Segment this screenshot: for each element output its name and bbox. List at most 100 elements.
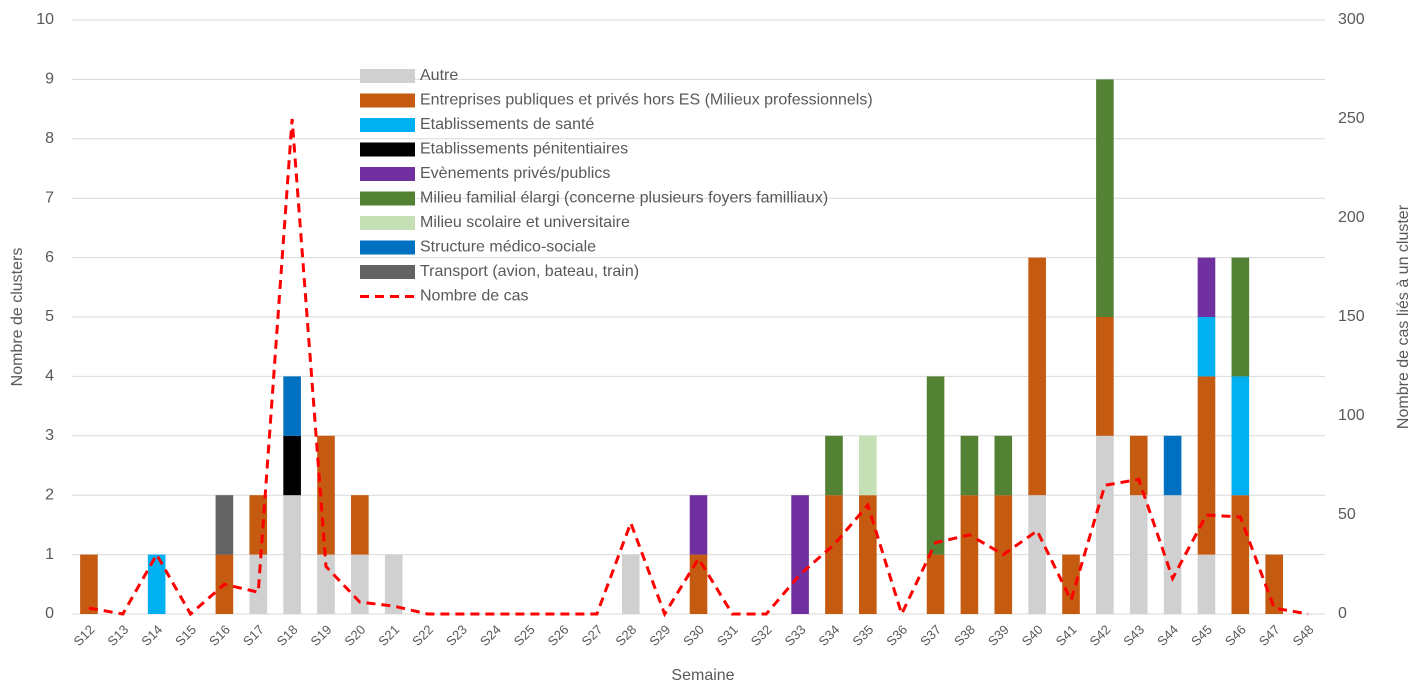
bar-segment xyxy=(926,376,945,555)
x-tick-label: S37 xyxy=(917,622,944,649)
x-tick-label: S33 xyxy=(782,622,809,649)
y-tick-label: 8 xyxy=(45,130,54,147)
bar-segment xyxy=(1231,495,1250,614)
legend-label: Structure médico-sociale xyxy=(420,239,596,256)
x-axis-label: Semaine xyxy=(671,667,734,684)
x-tick-label: S30 xyxy=(680,622,707,649)
y2-tick-label: 200 xyxy=(1338,209,1365,226)
x-tick-label: S24 xyxy=(477,622,504,649)
bar-segment xyxy=(1197,317,1216,377)
bar-segment xyxy=(80,554,98,614)
x-tick-label: S40 xyxy=(1019,622,1046,649)
x-tick-label: S31 xyxy=(714,622,741,649)
legend-label: Etablissements de santé xyxy=(420,116,594,133)
x-tick-label: S42 xyxy=(1086,622,1113,649)
bar-segment xyxy=(689,554,708,614)
legend-swatch xyxy=(360,191,415,206)
bar-segment xyxy=(283,376,301,436)
y2-tick-label: 50 xyxy=(1338,506,1356,523)
y-tick-label: 5 xyxy=(45,308,54,325)
x-tick-label: S21 xyxy=(375,622,402,649)
x-tick-label: S29 xyxy=(646,622,673,649)
legend-label: Transport (avion, bateau, train) xyxy=(420,263,639,280)
x-tick-label: S28 xyxy=(612,622,639,649)
bar-segment xyxy=(384,554,403,614)
x-tick-label: S32 xyxy=(748,622,775,649)
legend-label: Nombre de cas xyxy=(420,288,529,305)
x-tick-label: S36 xyxy=(883,622,910,649)
bar-segment xyxy=(825,435,843,496)
bar-segment xyxy=(283,495,301,614)
y-tick-label: 7 xyxy=(45,189,54,206)
bar-segment xyxy=(1197,257,1216,317)
x-tick-label: S22 xyxy=(409,622,436,649)
x-tick-label: S38 xyxy=(951,622,978,649)
y2-tick-label: 150 xyxy=(1338,308,1365,325)
bar-segment xyxy=(351,495,369,555)
legend-swatch xyxy=(360,93,415,108)
bar-segment xyxy=(1129,435,1148,496)
legend-swatch xyxy=(360,216,415,230)
y-axis-label: Nombre de clusters xyxy=(9,248,26,387)
legend-label: Evènements privés/publics xyxy=(420,165,610,182)
bar-segment xyxy=(1062,554,1080,614)
bar-segment xyxy=(1028,495,1046,614)
bar-segment xyxy=(1231,376,1250,496)
legend-swatch xyxy=(360,69,415,83)
y-tick-label: 1 xyxy=(45,546,54,563)
bar-segment xyxy=(1096,435,1114,614)
legend-swatch xyxy=(360,265,415,279)
bar-segment xyxy=(960,435,979,496)
x-tick-label: S20 xyxy=(341,622,368,649)
bar-segment xyxy=(1096,317,1114,436)
y-tick-label: 9 xyxy=(45,71,54,88)
legend-label: Milieu scolaire et universitaire xyxy=(420,214,630,231)
bar-segment xyxy=(960,495,979,614)
y2-axis-label: Nombre de cas liés à un cluster xyxy=(1395,204,1412,429)
bar-segment xyxy=(283,435,301,496)
y2-tick-label: 250 xyxy=(1338,110,1365,127)
y2-tick-label: 300 xyxy=(1338,11,1365,28)
bar-segment xyxy=(825,495,843,614)
x-tick-label: S23 xyxy=(443,622,470,649)
x-tick-label: S25 xyxy=(511,622,538,649)
x-tick-label: S46 xyxy=(1222,622,1249,649)
bar-segment xyxy=(621,554,640,614)
x-tick-label: S45 xyxy=(1188,622,1215,649)
bar-segment xyxy=(147,554,166,614)
x-tick-label: S39 xyxy=(985,622,1012,649)
bar-segment xyxy=(1163,495,1182,614)
bar-segment xyxy=(859,495,877,614)
bar-segment xyxy=(1163,435,1182,496)
x-tick-label: S14 xyxy=(138,622,165,649)
bar-segment xyxy=(859,435,877,496)
bar-segment xyxy=(1129,495,1148,614)
x-tick-label: S41 xyxy=(1053,622,1080,649)
bar-segment xyxy=(689,495,708,555)
x-tick-label: S48 xyxy=(1290,622,1317,649)
y-tick-label: 3 xyxy=(45,427,54,444)
bar-segment xyxy=(994,435,1013,496)
x-tick-label: S13 xyxy=(104,622,131,649)
line xyxy=(88,118,1309,619)
bar-segment xyxy=(1197,376,1216,555)
bar-segment xyxy=(317,554,335,614)
legend-label: Milieu familial élargi (concerne plusieu… xyxy=(420,190,828,207)
bar-segment xyxy=(1096,79,1114,318)
y-tick-label: 4 xyxy=(45,368,54,385)
x-tick-label: S19 xyxy=(308,622,335,649)
y-tick-label: 6 xyxy=(45,249,54,266)
bar-segment xyxy=(351,554,369,614)
y-tick-label: 0 xyxy=(45,605,54,622)
legend-swatch xyxy=(360,142,415,157)
y2-tick-label: 0 xyxy=(1338,605,1347,622)
bar-segment xyxy=(1231,257,1250,377)
bar-segment xyxy=(1197,554,1216,614)
bar-segment xyxy=(791,495,809,614)
bar-segment xyxy=(1028,257,1046,496)
legend-label: Autre xyxy=(420,67,458,84)
x-tick-label: S27 xyxy=(578,622,605,649)
x-tick-label: S12 xyxy=(71,622,98,649)
x-tick-label: S34 xyxy=(816,622,843,649)
